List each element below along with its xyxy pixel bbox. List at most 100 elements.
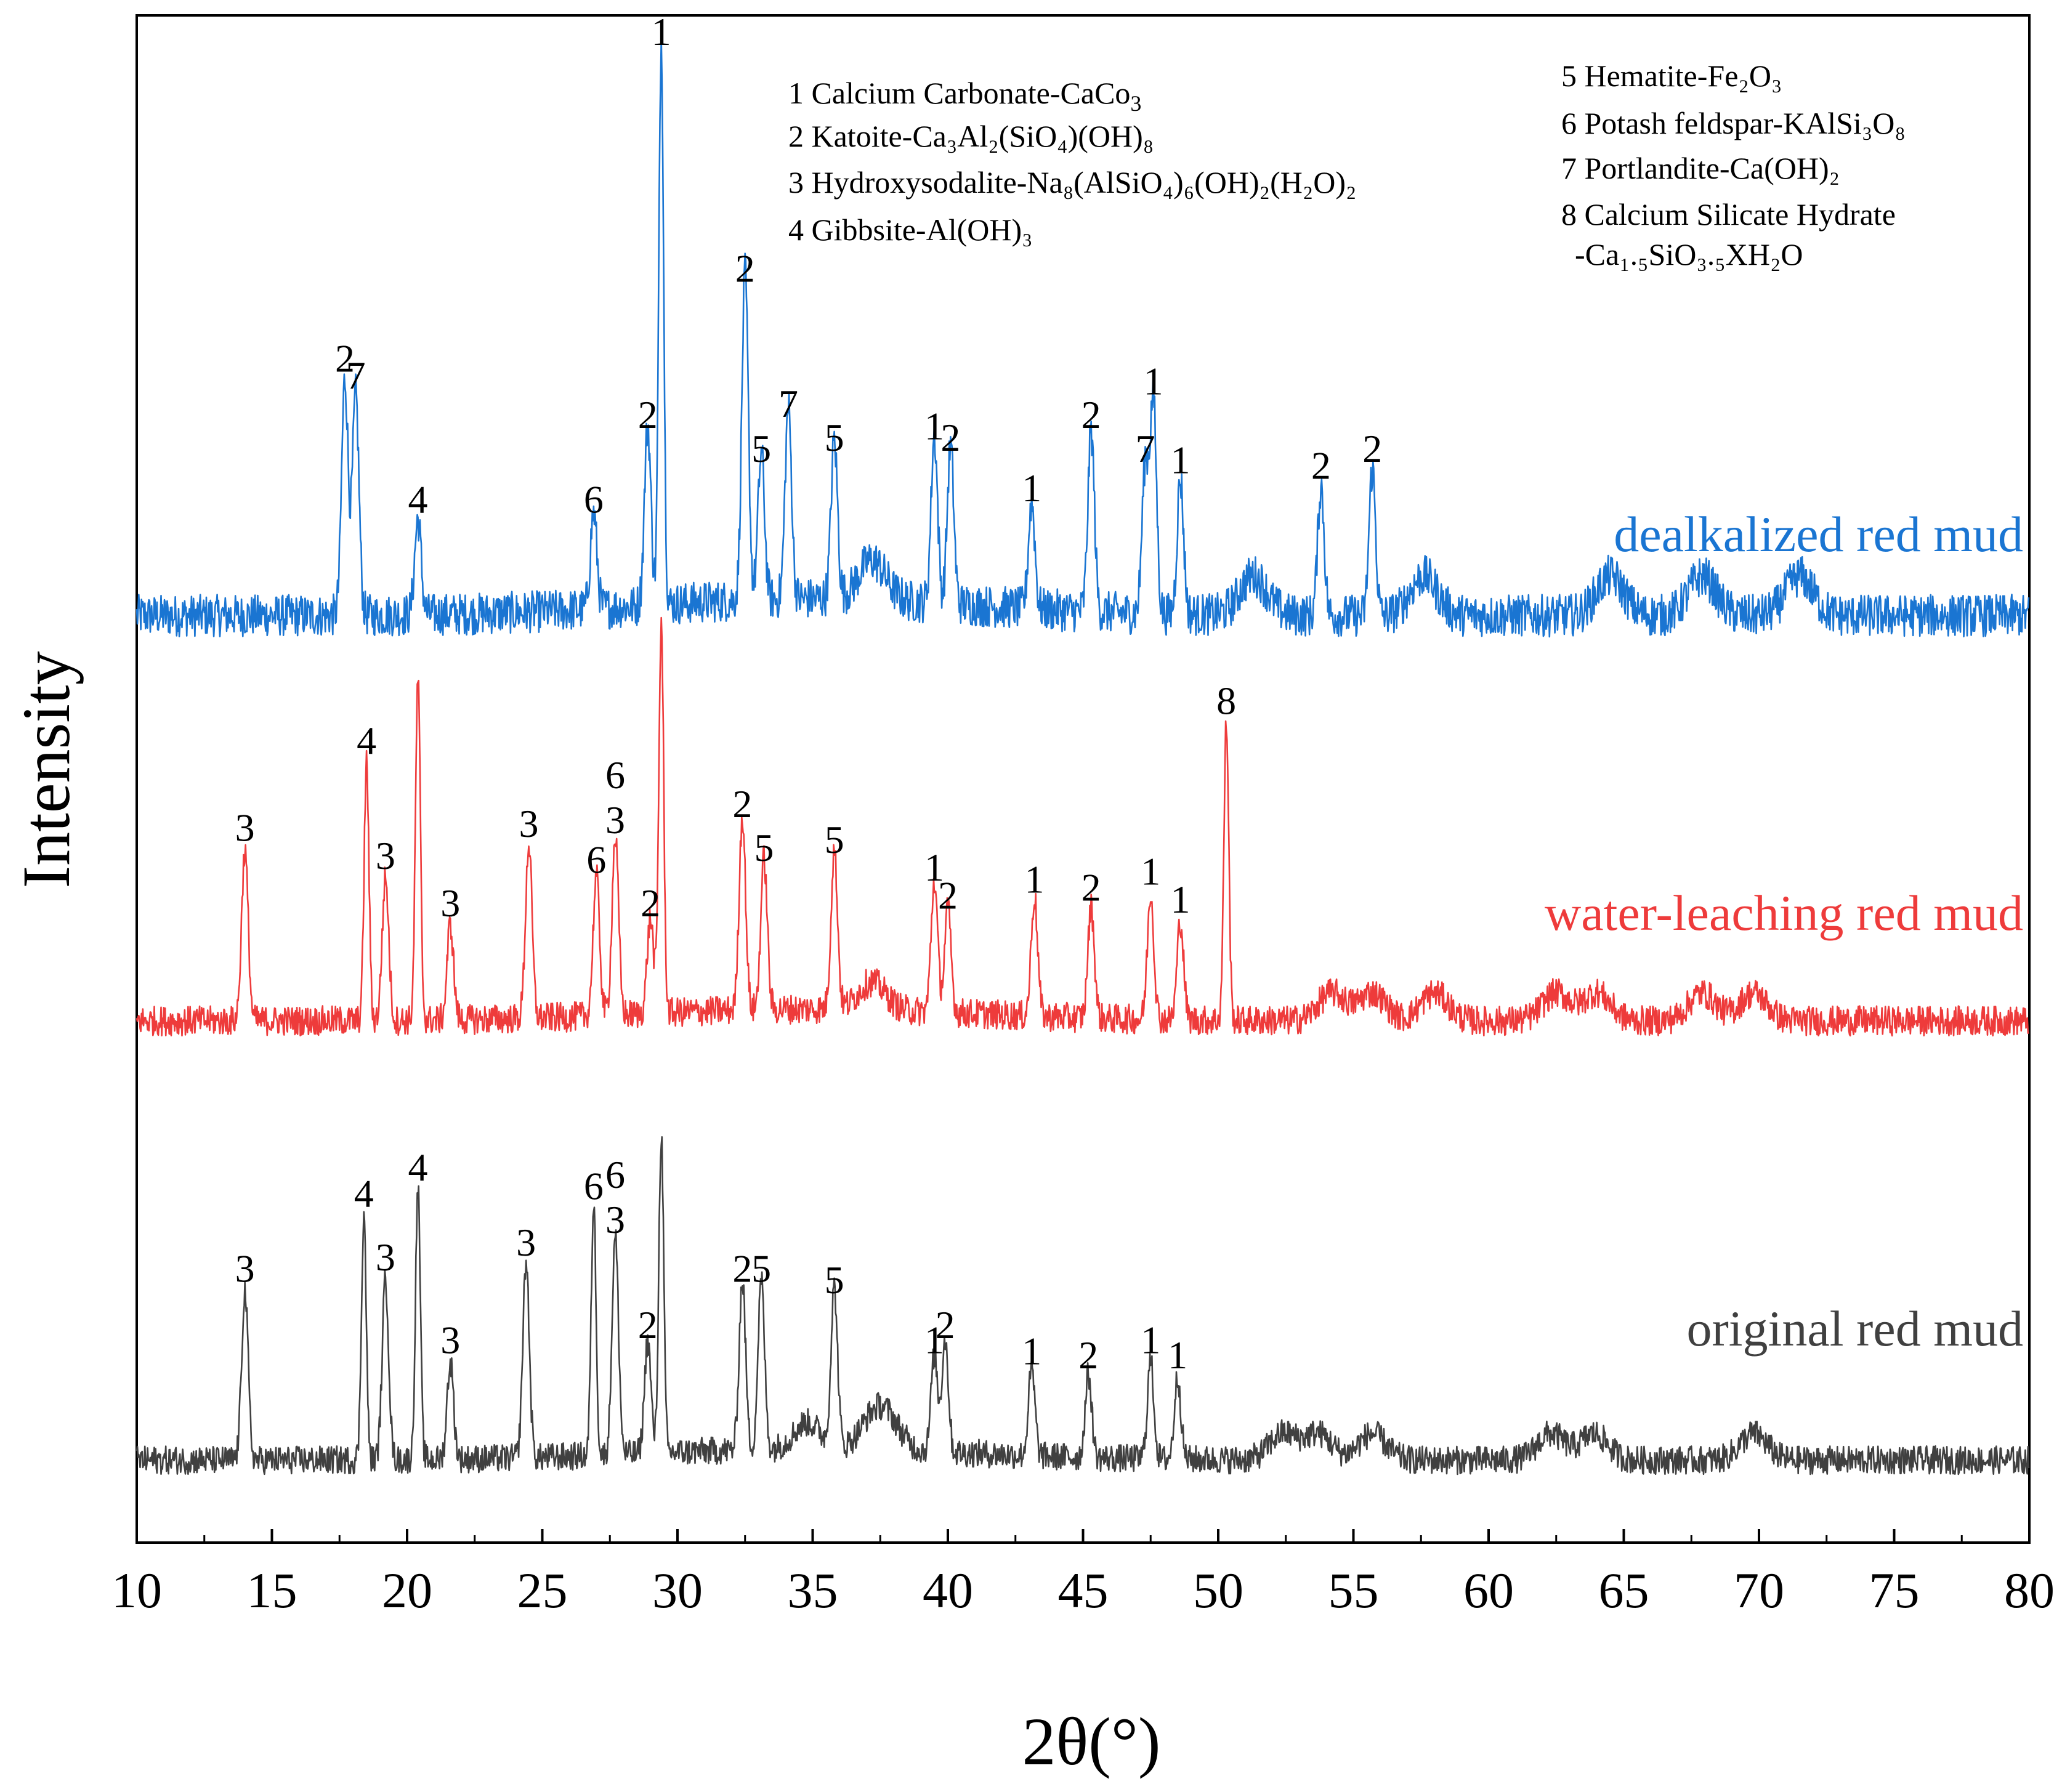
x-tick-label: 50 [1193, 1562, 1243, 1618]
series-line-1 [135, 616, 2029, 1037]
peak-label: 7 [1135, 427, 1155, 470]
peak-label: 5 [751, 1247, 771, 1291]
x-tick-label: 65 [1599, 1562, 1649, 1618]
peak-label: 2 [1311, 444, 1331, 488]
peak-label: 4 [408, 1145, 428, 1189]
x-tick-label: 15 [247, 1562, 297, 1618]
peak-label: 1 [924, 846, 944, 889]
phase-legend-item: 1 Calcium Carbonate-CaCo3 [788, 76, 1141, 116]
peak-label: 1 [924, 405, 944, 448]
peak-label: 2 [1078, 1333, 1098, 1377]
peak-label: 4 [408, 477, 428, 521]
x-tick-label: 55 [1328, 1562, 1379, 1618]
peak-label: 1 [1171, 438, 1191, 482]
x-tick-label: 20 [382, 1562, 432, 1618]
peak-label: 6 [586, 837, 606, 881]
x-tick-label: 60 [1463, 1562, 1514, 1618]
peak-label: 6 [584, 1164, 604, 1208]
phase-legend-item: 2 Katoite-Ca₃Al₂(SiO₄)(OH)₈ [788, 119, 1154, 153]
x-tick-label: 75 [1869, 1562, 1920, 1618]
phase-legend-item: 3 Hydroxysodalite-Na₈(AlSiO₄)₆(OH)₂(H₂O)… [788, 165, 1356, 200]
y-axis-title: Intensity [9, 652, 84, 889]
phase-legend-item: 5 Hematite-Fe₂O₃ [1561, 59, 1782, 93]
phase-legend-item: 8 Calcium Silicate Hydrate [1561, 197, 1896, 232]
peak-label: 3 [516, 1221, 536, 1264]
peak-label: 1 [652, 10, 671, 54]
phase-legend-name: Gibbsite-Al(OH)₃ [812, 212, 1033, 247]
peak-label: 2 [1081, 393, 1101, 437]
peak-label: 1 [1171, 878, 1191, 921]
phase-legend-item: 6 Potash feldspar-KAlSi₃O₈ [1561, 106, 1906, 140]
peak-label: 3 [376, 834, 395, 878]
phase-legend-name: Hydroxysodalite-Na₈(AlSiO₄)₆(OH)₂(H₂O)₂ [812, 165, 1357, 200]
x-tick-label: 10 [111, 1562, 162, 1618]
peak-label: 1 [1144, 359, 1163, 403]
peak-label: 5 [751, 427, 771, 470]
peak-label: 3 [235, 806, 255, 850]
phase-legend-item: 7 Portlandite-Ca(OH)₂ [1561, 151, 1840, 185]
peak-label: 2 [732, 1247, 752, 1291]
series-line-0 [135, 39, 2030, 638]
peak-label: 3 [519, 802, 539, 846]
x-tick-label: 45 [1058, 1562, 1109, 1618]
phase-legend-item: 4 Gibbsite-Al(OH)₃ [788, 212, 1033, 247]
peak-label: 1 [1141, 1318, 1160, 1362]
x-tick-label: 30 [652, 1562, 703, 1618]
peak-label: 5 [754, 826, 774, 870]
series-name-label: original red mud [1686, 1301, 2023, 1357]
series-name-label: dealkalized red mud [1614, 506, 2023, 562]
peak-label: 2 [335, 337, 355, 381]
x-tick-label: 25 [517, 1562, 568, 1618]
peak-label: 6 [605, 753, 625, 797]
peak-label: 1 [1022, 1330, 1041, 1373]
peak-label: 5 [825, 416, 844, 459]
phase-legend-number: 4 [788, 212, 812, 247]
phase-legend-number: 1 [788, 76, 812, 110]
peak-label: 1 [1022, 466, 1041, 510]
peak-label: 3 [376, 1235, 395, 1279]
phase-legend-number: 3 [788, 165, 812, 200]
peak-label: 5 [825, 1258, 844, 1302]
peak-label: 3 [605, 798, 625, 842]
peak-label: 1 [1024, 858, 1044, 902]
peak-label: 6 [584, 477, 604, 521]
peak-label: 2 [938, 873, 958, 917]
peak-label: 4 [354, 1172, 374, 1216]
series-layer [135, 39, 2030, 1475]
x-tick-label: 80 [2004, 1562, 2055, 1618]
peak-label: 2 [732, 782, 752, 826]
peak-label: 5 [825, 818, 844, 862]
peak-label: 2 [735, 246, 755, 290]
peak-label: 2 [1081, 865, 1101, 909]
peak-label: 3 [605, 1198, 625, 1241]
peak-label: 1 [1168, 1333, 1187, 1377]
peak-label: 2 [638, 393, 658, 437]
peak-label: 1 [1141, 850, 1160, 894]
peak-label: 7 [778, 382, 798, 426]
peak-label: 3 [440, 881, 460, 925]
series-line-2 [135, 1136, 2030, 1475]
peak-label: 3 [235, 1247, 255, 1291]
phase-legend-name: Katoite-Ca₃Al₂(SiO₄)(OH)₈ [812, 119, 1154, 153]
peak-label: 8 [1216, 679, 1236, 722]
peak-label: 2 [936, 1303, 955, 1347]
peak-label: 7 [346, 353, 366, 397]
peak-label: 2 [638, 1303, 658, 1347]
peak-label: 2 [1362, 427, 1382, 470]
x-tick-label: 40 [923, 1562, 973, 1618]
x-tick-label: 35 [788, 1562, 838, 1618]
phase-legend-number: 2 [788, 119, 812, 153]
plot-frame: 10 15 20 25 30 35 40 45 50 55 60 65 70 75 80 [111, 14, 2055, 1618]
peak-label: 6 [605, 1153, 625, 1197]
peak-label: 2 [940, 416, 960, 459]
x-axis-title: 2θ(°) [1022, 1704, 1161, 1779]
phase-legend-item: -Ca₁.₅SiO₃.₅XH₂O [1575, 237, 1803, 272]
phase-legend-subscript: 3 [1130, 91, 1141, 116]
peak-label: 3 [440, 1318, 460, 1362]
phase-legend-name: Calcium Carbonate-CaCo [812, 76, 1131, 110]
peak-label: 4 [357, 719, 376, 762]
peak-label: 2 [641, 881, 660, 925]
